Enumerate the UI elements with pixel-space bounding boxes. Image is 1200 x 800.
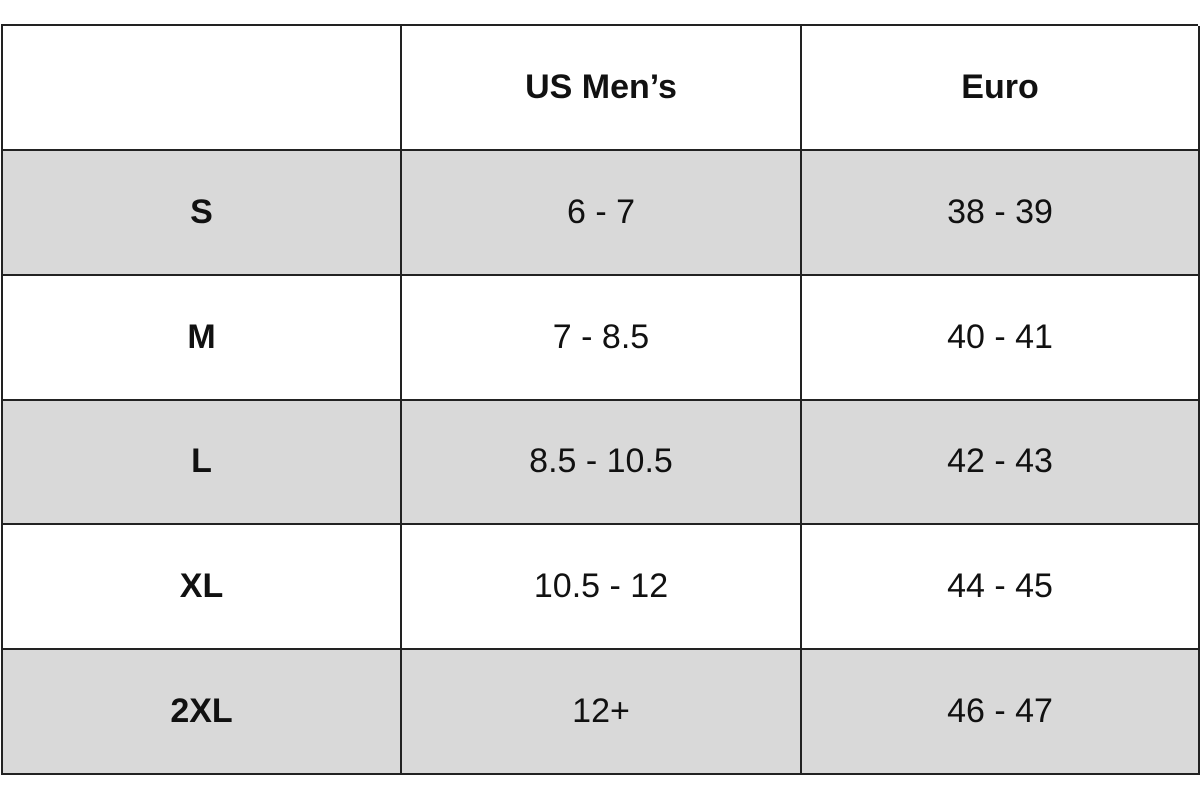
- size-value: 8.5 - 10.5: [402, 400, 802, 526]
- size-label: M: [3, 275, 402, 401]
- size-label: 2XL: [3, 650, 402, 775]
- column-header: Euro: [802, 26, 1200, 151]
- column-header: US Men’s: [402, 26, 802, 151]
- size-table: US Men’s Euro S 6 - 7 38 - 39 M 7 - 8.5 40 - 41…: [1, 24, 1200, 775]
- size-value: 42 - 43: [802, 400, 1200, 526]
- size-label: L: [3, 400, 402, 526]
- size-value: 10.5 - 12: [402, 525, 802, 651]
- size-value: 38 - 39: [802, 150, 1200, 276]
- size-value: 46 - 47: [802, 650, 1200, 775]
- corner-cell: [3, 26, 402, 151]
- size-label: XL: [3, 525, 402, 651]
- size-value: 7 - 8.5: [402, 275, 802, 401]
- size-value: 44 - 45: [802, 525, 1200, 651]
- size-label: S: [3, 150, 402, 276]
- size-value: 40 - 41: [802, 275, 1200, 401]
- size-value: 12+: [402, 650, 802, 775]
- size-value: 6 - 7: [402, 150, 802, 276]
